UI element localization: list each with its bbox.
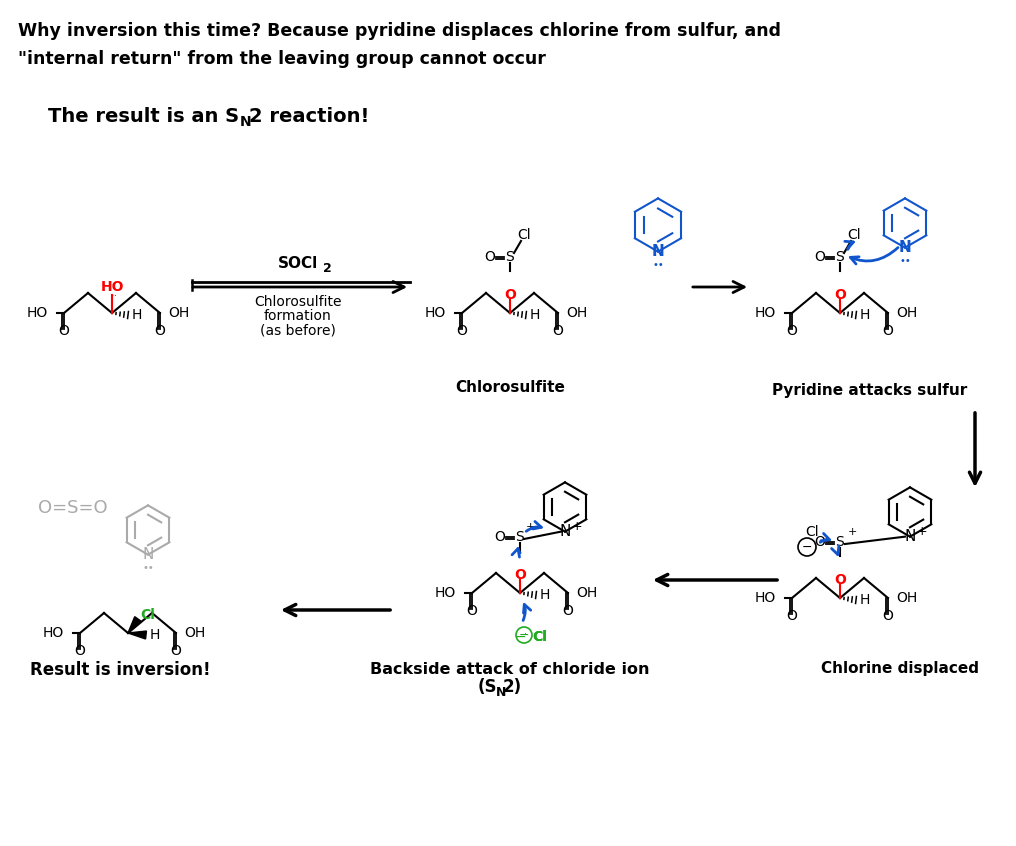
- Text: O: O: [466, 604, 478, 618]
- Text: O: O: [815, 535, 825, 549]
- Text: 2): 2): [503, 678, 522, 696]
- Text: OH: OH: [896, 591, 917, 605]
- Text: O: O: [553, 324, 564, 338]
- Polygon shape: [128, 631, 146, 639]
- Text: H: H: [860, 308, 871, 322]
- Text: O: O: [504, 288, 516, 302]
- Text: OH: OH: [168, 306, 189, 320]
- Text: O: O: [171, 644, 182, 658]
- Text: O: O: [59, 324, 69, 338]
- Text: Cl: Cl: [847, 228, 861, 242]
- Text: O: O: [456, 324, 467, 338]
- Text: O: O: [74, 644, 85, 658]
- Text: HO: HO: [425, 306, 446, 320]
- Text: Chlorosulfite: Chlorosulfite: [455, 380, 565, 394]
- Text: H: H: [132, 308, 142, 322]
- Text: Cl: Cl: [532, 630, 547, 644]
- Text: OH: OH: [896, 306, 917, 320]
- Text: S: S: [835, 250, 844, 264]
- FancyArrowPatch shape: [526, 521, 542, 531]
- Text: ••: ••: [652, 260, 663, 270]
- Text: +: +: [847, 527, 856, 537]
- Text: S: S: [516, 530, 524, 544]
- FancyArrowPatch shape: [850, 248, 898, 264]
- Text: 2 reaction!: 2 reaction!: [249, 107, 370, 126]
- Text: +: +: [572, 520, 582, 533]
- FancyArrowPatch shape: [523, 604, 530, 620]
- FancyArrowPatch shape: [820, 534, 829, 542]
- Text: ⊕: ⊕: [524, 633, 525, 634]
- Text: OH: OH: [576, 586, 597, 600]
- FancyArrowPatch shape: [512, 548, 520, 557]
- Text: O: O: [834, 573, 846, 587]
- Text: O: O: [786, 324, 798, 338]
- Text: Pyridine attacks sulfur: Pyridine attacks sulfur: [772, 382, 967, 398]
- Text: Chlorine displaced: Chlorine displaced: [821, 661, 979, 675]
- Text: ··: ··: [111, 291, 118, 301]
- Text: OH: OH: [184, 626, 205, 640]
- Polygon shape: [128, 617, 141, 633]
- Text: Cl: Cl: [806, 525, 819, 539]
- Text: HO: HO: [101, 280, 124, 294]
- Text: SOCl: SOCl: [277, 255, 318, 271]
- Text: HO: HO: [755, 306, 776, 320]
- Text: HO: HO: [26, 306, 48, 320]
- Text: N: N: [898, 240, 911, 255]
- Text: O: O: [495, 530, 505, 544]
- Text: O=S=O: O=S=O: [38, 499, 108, 517]
- Text: −: −: [514, 630, 526, 644]
- FancyArrowPatch shape: [831, 546, 839, 555]
- Text: H: H: [860, 593, 871, 607]
- Text: H: H: [530, 308, 541, 322]
- Text: Why inversion this time? Because pyridine displaces chlorine from sulfur, and: Why inversion this time? Because pyridin…: [18, 22, 781, 40]
- Text: N: N: [651, 244, 664, 259]
- Text: O: O: [883, 609, 893, 623]
- FancyArrowPatch shape: [845, 241, 853, 250]
- Text: O: O: [563, 604, 573, 618]
- Text: O: O: [514, 568, 526, 582]
- Text: ••: ••: [899, 255, 911, 266]
- Text: HO: HO: [435, 586, 456, 600]
- Text: Cl: Cl: [140, 608, 154, 622]
- Text: N: N: [904, 529, 915, 544]
- Text: S: S: [835, 535, 844, 549]
- Text: H: H: [150, 628, 161, 642]
- Text: +: +: [916, 525, 928, 538]
- Text: O: O: [883, 324, 893, 338]
- Text: −: −: [802, 541, 812, 553]
- Text: Cl: Cl: [517, 228, 530, 242]
- Text: 2: 2: [323, 261, 332, 274]
- Text: (S: (S: [478, 678, 498, 696]
- Text: O: O: [834, 288, 846, 302]
- Text: +: +: [525, 522, 534, 532]
- Text: formation: formation: [264, 309, 332, 323]
- Text: N: N: [496, 686, 506, 700]
- Text: OH: OH: [566, 306, 587, 320]
- Text: Cl: Cl: [532, 630, 548, 644]
- Text: H: H: [539, 588, 551, 602]
- Text: N: N: [142, 547, 153, 562]
- Text: "internal return" from the leaving group cannot occur: "internal return" from the leaving group…: [18, 50, 546, 68]
- Text: O: O: [815, 250, 825, 264]
- Text: N: N: [240, 115, 252, 129]
- Text: O: O: [485, 250, 496, 264]
- Text: HO: HO: [43, 626, 64, 640]
- Text: Chlorosulfite: Chlorosulfite: [254, 295, 341, 309]
- Text: −: −: [519, 629, 529, 641]
- Text: ••: ••: [142, 563, 153, 573]
- Text: (as before): (as before): [260, 323, 336, 337]
- Text: N: N: [560, 525, 571, 539]
- Text: O: O: [154, 324, 166, 338]
- Text: The result is an S: The result is an S: [48, 107, 239, 126]
- Text: S: S: [506, 250, 514, 264]
- Text: O: O: [786, 609, 798, 623]
- Text: Result is inversion!: Result is inversion!: [30, 661, 210, 679]
- Text: HO: HO: [755, 591, 776, 605]
- Text: Backside attack of chloride ion: Backside attack of chloride ion: [370, 662, 650, 678]
